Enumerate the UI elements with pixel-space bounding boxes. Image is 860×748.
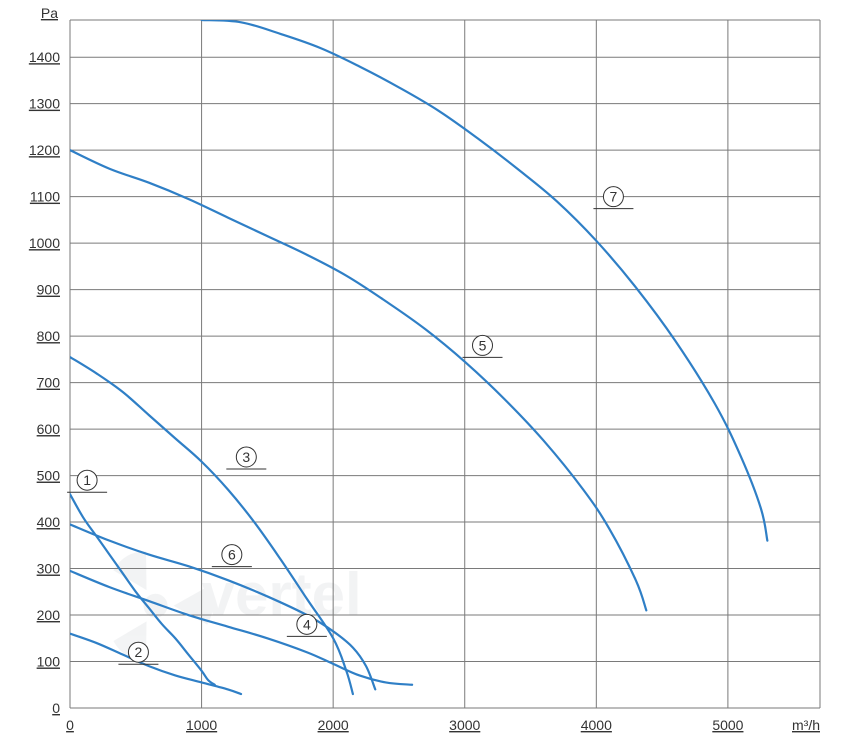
- x-axis-label: m³/h: [792, 717, 820, 733]
- series-label-3: 3: [226, 447, 266, 469]
- y-tick-700: 700: [37, 375, 61, 391]
- y-tick-600: 600: [37, 421, 61, 437]
- svg-text:2: 2: [135, 644, 143, 660]
- y-tick-1100: 1100: [30, 189, 60, 205]
- watermark: vertel: [113, 552, 361, 660]
- y-tick-1000: 1000: [29, 235, 60, 251]
- x-tick-0: 0: [66, 717, 74, 733]
- y-tick-1200: 1200: [29, 142, 60, 158]
- series-label-7: 7: [593, 187, 633, 209]
- y-axis-label: Pa: [41, 5, 58, 21]
- curves: [70, 20, 767, 694]
- curve-3: [70, 357, 353, 694]
- y-tick-800: 800: [37, 328, 61, 344]
- y-tick-labels: 0 100 200 300 400 500 600 700 800 900 1000 1100 1200…: [29, 49, 60, 716]
- x-tick-1000: 1000: [186, 717, 217, 733]
- y-tick-100: 100: [37, 654, 61, 670]
- y-tick-1400: 1400: [29, 49, 60, 65]
- series-label-5: 5: [463, 335, 503, 357]
- fan-performance-chart: vertel 1 2 3 4 5 6 7 0 100 200 300 400 500 600 700 800 90…: [0, 0, 860, 748]
- svg-text:4: 4: [303, 616, 311, 632]
- y-tick-900: 900: [37, 282, 61, 298]
- y-tick-1300: 1300: [29, 96, 60, 112]
- y-tick-300: 300: [37, 561, 61, 577]
- y-tick-200: 200: [37, 607, 61, 623]
- svg-text:1: 1: [83, 472, 91, 488]
- x-tick-2000: 2000: [318, 717, 349, 733]
- y-tick-500: 500: [37, 468, 61, 484]
- svg-text:7: 7: [610, 189, 618, 205]
- x-tick-4000: 4000: [581, 717, 612, 733]
- curve-7: [202, 20, 768, 541]
- svg-text:5: 5: [479, 337, 487, 353]
- svg-text:3: 3: [242, 449, 250, 465]
- x-tick-3000: 3000: [449, 717, 480, 733]
- x-tick-5000: 5000: [712, 717, 743, 733]
- y-tick-0: 0: [52, 700, 60, 716]
- svg-text:vertel: vertel: [202, 561, 362, 628]
- series-label-1: 1: [67, 470, 107, 492]
- x-tick-labels: 0 1000 2000 3000 4000 5000: [66, 717, 744, 733]
- svg-text:6: 6: [228, 547, 236, 563]
- curve-5: [70, 150, 646, 610]
- y-tick-400: 400: [37, 514, 61, 530]
